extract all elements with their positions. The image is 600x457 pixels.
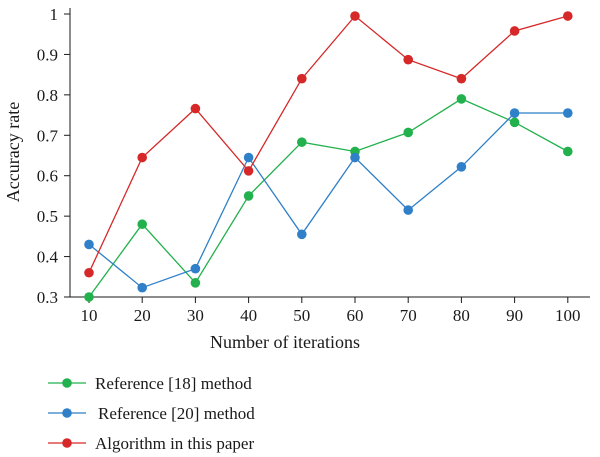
data-point [456, 94, 467, 104]
x-tick-group: 10 20 30 40 50 60 70 80 90 100 [81, 297, 581, 325]
x-tick-label: 90 [506, 306, 523, 325]
y-tick-label: 0.9 [37, 45, 58, 64]
x-tick-label: 80 [453, 306, 470, 325]
data-point [190, 263, 201, 274]
series-line [88, 112, 568, 289]
series-2 [84, 108, 573, 293]
x-tick-label: 40 [240, 306, 257, 325]
data-point [84, 239, 94, 250]
legend-swatch-marker [62, 408, 72, 418]
series-line [88, 98, 569, 298]
x-tick-label: 70 [400, 306, 417, 325]
data-point [350, 152, 360, 163]
data-point [563, 108, 573, 118]
data-point [297, 73, 307, 84]
series-1 [84, 94, 573, 302]
data-point [350, 11, 360, 21]
legend-item: Reference [18] method [48, 374, 252, 393]
data-point [84, 292, 94, 302]
x-tick-label: 10 [81, 306, 98, 325]
y-tick-label: 0.7 [37, 126, 59, 145]
y-tick-label: 0.5 [37, 207, 58, 226]
y-tick-label: 0.8 [37, 86, 58, 105]
data-point [403, 127, 414, 138]
data-point [403, 54, 414, 65]
data-point [243, 152, 254, 163]
x-tick-label: 60 [347, 306, 364, 325]
y-tick-label: 0.6 [37, 167, 58, 186]
data-point [297, 137, 307, 147]
series-layer [84, 11, 573, 302]
data-point [190, 103, 201, 114]
x-axis-title: Number of iterations [210, 332, 360, 352]
y-axis-title: Accuracy rate [3, 102, 23, 202]
y-tick-label: 0.3 [37, 288, 58, 307]
data-point [84, 267, 94, 278]
legend-swatch-marker [62, 378, 72, 388]
data-point [190, 278, 201, 288]
data-point [243, 166, 254, 176]
data-point [403, 205, 414, 215]
data-point [509, 26, 520, 36]
series-3 [84, 11, 573, 278]
data-point [509, 108, 520, 118]
legend: Reference [18] method Reference [20] meth… [48, 374, 255, 453]
data-point [563, 146, 573, 157]
legend-item: Reference [20] method [48, 404, 255, 423]
data-point [563, 11, 573, 21]
x-tick-label: 100 [555, 306, 581, 325]
y-tick-group: 0.3 0.4 0.5 0.6 0.7 0.8 0.9 1 [37, 5, 70, 307]
data-point [137, 282, 147, 293]
y-tick-label: 1 [50, 5, 59, 24]
data-point [137, 152, 147, 163]
data-point [297, 229, 307, 240]
data-point [456, 73, 467, 84]
legend-item: Algorithm in this paper [48, 434, 254, 453]
legend-label: Reference [20] method [98, 404, 255, 423]
data-point [243, 191, 254, 201]
legend-label: Algorithm in this paper [95, 434, 254, 453]
x-tick-label: 20 [134, 306, 151, 325]
x-tick-label: 30 [187, 306, 204, 325]
data-point [137, 219, 147, 230]
legend-swatch-marker [62, 438, 72, 448]
series-line [88, 15, 568, 273]
data-point [456, 162, 467, 172]
x-tick-label: 50 [293, 306, 310, 325]
legend-label: Reference [18] method [95, 374, 252, 393]
y-tick-label: 0.4 [37, 248, 59, 267]
data-point [509, 117, 520, 128]
